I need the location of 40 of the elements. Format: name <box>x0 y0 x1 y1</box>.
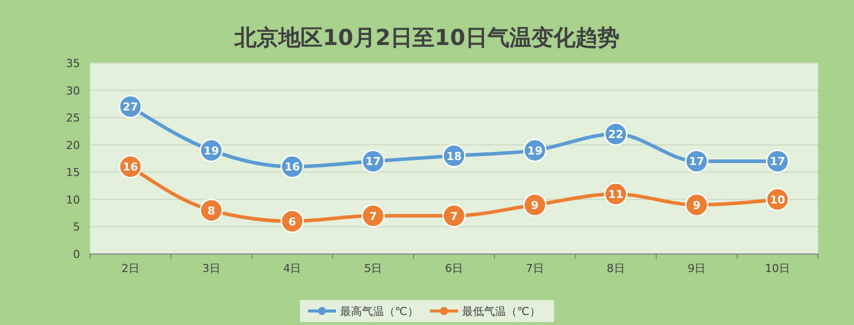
x-tick-label: 10日 <box>765 262 790 275</box>
data-label: 11 <box>608 188 624 201</box>
data-label: 17 <box>770 155 786 168</box>
data-label: 16 <box>284 160 300 174</box>
x-tick-label: 4日 <box>283 262 302 275</box>
legend-label: 最高气温（℃） <box>340 305 418 318</box>
data-label: 9 <box>692 198 700 212</box>
data-label: 27 <box>122 100 138 114</box>
x-tick-label: 8日 <box>606 262 625 275</box>
chart-title: 北京地区10月2日至10日气温变化趋势 <box>234 25 620 51</box>
data-label: 9 <box>531 198 539 212</box>
y-tick-label: 5 <box>73 220 80 234</box>
data-label: 10 <box>770 193 786 206</box>
data-label: 19 <box>204 144 219 158</box>
x-tick-label: 7日 <box>526 262 544 275</box>
x-tick-label: 9日 <box>688 262 706 275</box>
point <box>361 204 385 228</box>
data-label: 7 <box>369 210 377 223</box>
x-tick-label: 2日 <box>121 262 140 275</box>
y-tick-label: 25 <box>66 112 80 125</box>
legend-label: 最低气温（℃） <box>462 305 540 318</box>
data-label: 22 <box>608 128 624 141</box>
y-tick-label: 0 <box>73 248 80 261</box>
y-tick-label: 20 <box>66 138 80 152</box>
point <box>442 204 466 228</box>
y-tick-label: 10 <box>66 193 80 206</box>
data-label: 6 <box>288 215 296 228</box>
x-tick-label: 3日 <box>202 262 220 275</box>
data-label: 7 <box>450 210 458 223</box>
data-label: 19 <box>527 144 543 158</box>
x-tick-label: 6日 <box>445 262 463 275</box>
data-label: 18 <box>446 150 462 163</box>
y-tick-label: 15 <box>66 166 80 180</box>
y-tick-label: 30 <box>66 84 80 98</box>
data-label: 17 <box>689 155 704 168</box>
data-label: 16 <box>122 160 138 174</box>
y-tick-label: 35 <box>66 57 80 70</box>
data-label: 17 <box>365 155 381 168</box>
x-tick-label: 5日 <box>364 262 382 275</box>
data-label: 8 <box>208 204 216 218</box>
